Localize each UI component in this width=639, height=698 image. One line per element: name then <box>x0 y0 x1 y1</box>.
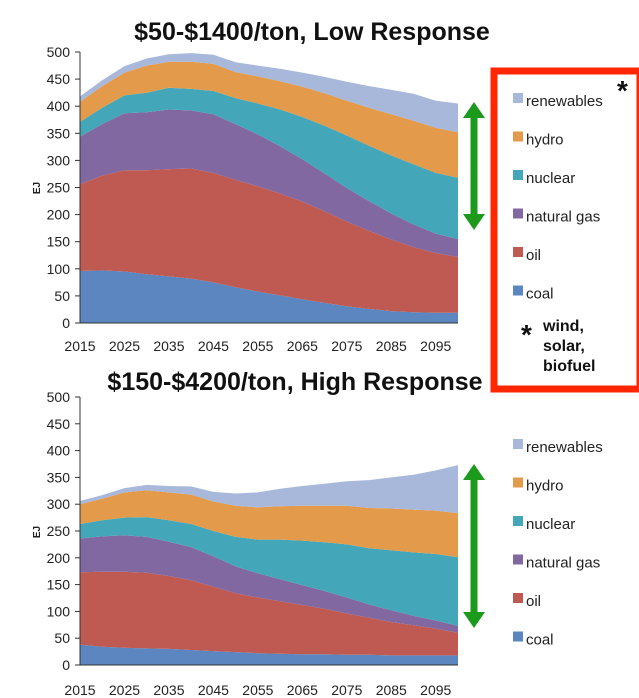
range-arrows <box>463 102 485 628</box>
legend-label-oil: oil <box>526 247 541 264</box>
area-renewables <box>80 53 458 133</box>
legend-swatch-hydro <box>513 477 523 488</box>
y-tick-label: 400 <box>47 443 71 459</box>
area-coal <box>80 644 458 665</box>
legend-swatch-natural-gas <box>513 554 523 565</box>
x-tick-label: 2095 <box>420 682 451 698</box>
legend-swatch-oil <box>513 593 523 603</box>
area-oil <box>80 168 458 313</box>
legend-label-renewables: renewables <box>526 439 603 456</box>
legend-label-hydro: hydro <box>526 478 564 495</box>
x-tick-label: 2055 <box>242 338 273 354</box>
x-tick-label: 2065 <box>287 682 318 698</box>
area-hydro <box>80 490 458 558</box>
legend-swatch-hydro <box>513 131 523 142</box>
legend-label-natural-gas: natural gas <box>526 209 600 226</box>
legend-swatch-renewables <box>513 93 523 103</box>
arrow-head-up <box>463 102 485 118</box>
y-tick-label: 200 <box>47 550 71 566</box>
legend-label-coal: coal <box>526 632 554 649</box>
arrow-head-down <box>463 612 485 628</box>
chart-high-response: 0 50 100 150 200 250 300 350 400 450 500 2015 2025 20… <box>32 368 483 698</box>
arrow-head-up <box>463 464 485 480</box>
area-nuclear <box>80 87 458 239</box>
chart-title: $150-$4200/ton, High Response <box>107 368 482 396</box>
y-axis-label: EJ <box>32 182 43 194</box>
x-tick-label: 2065 <box>287 338 318 354</box>
y-tick-label: 100 <box>47 603 71 619</box>
legend-swatch-coal <box>513 285 523 296</box>
legend-top: renewables hydro nuclear natural gas oil coal <box>513 93 603 303</box>
y-tick-label: 150 <box>47 234 71 250</box>
arrow-head-down <box>463 214 485 230</box>
legend-label-hydro: hydro <box>526 132 564 149</box>
callout-border <box>490 67 639 393</box>
x-tick-label: 2085 <box>376 338 407 354</box>
legend-swatch-coal <box>513 631 523 642</box>
x-tick-label: 2015 <box>64 682 95 698</box>
callout-star: * <box>617 75 628 106</box>
legend-label-renewables: renewables <box>526 93 603 110</box>
y-axis-label: EJ <box>32 526 43 538</box>
renewables-callout: * * wind, solar, biofuel <box>490 67 639 393</box>
callout-note-line: solar, <box>543 338 585 355</box>
x-tick-label: 2075 <box>331 682 362 698</box>
legend-swatch-natural-gas <box>513 208 523 219</box>
area-renewables <box>80 465 458 514</box>
legend-label-oil: oil <box>526 593 541 610</box>
legend-swatch-oil <box>513 247 523 257</box>
chart-title: $50-$1400/ton, Low Response <box>134 18 490 46</box>
y-tick-label: 500 <box>47 44 71 60</box>
range-arrow-bottom <box>463 464 485 628</box>
y-tick-label: 450 <box>47 71 71 87</box>
range-arrow-top <box>463 102 485 230</box>
area-natural-gas <box>80 109 458 257</box>
x-tick-label: 2035 <box>153 338 184 354</box>
area-oil <box>80 571 458 656</box>
legend-label-natural-gas: natural gas <box>526 555 600 572</box>
callout-note-line: wind, <box>542 318 584 335</box>
x-tick-label: 2025 <box>109 338 140 354</box>
area-natural-gas <box>80 535 458 633</box>
y-tick-label: 50 <box>54 630 70 646</box>
area-coal <box>80 270 458 323</box>
callout-note-line: biofuel <box>543 358 595 375</box>
callout-note-star: * <box>521 319 532 350</box>
y-tick-label: 500 <box>47 389 71 405</box>
y-tick-label: 0 <box>62 315 70 331</box>
area-hydro <box>80 61 458 178</box>
y-tick-label: 50 <box>54 288 70 304</box>
y-tick-label: 250 <box>47 180 71 196</box>
x-tick-label: 2075 <box>331 338 362 354</box>
y-tick-label: 150 <box>47 577 71 593</box>
legend-label-nuclear: nuclear <box>526 170 575 187</box>
legend-label-coal: coal <box>526 286 554 303</box>
y-tick-label: 250 <box>47 523 71 539</box>
legend-swatch-nuclear <box>513 516 523 526</box>
x-tick-label: 2085 <box>376 682 407 698</box>
x-tick-label: 2095 <box>420 338 451 354</box>
y-tick-label: 300 <box>47 152 71 168</box>
area-nuclear <box>80 517 458 626</box>
y-tick-label: 400 <box>47 98 71 114</box>
legend-label-nuclear: nuclear <box>526 516 575 533</box>
y-tick-label: 350 <box>47 469 71 485</box>
y-tick-label: 450 <box>47 416 71 432</box>
y-tick-label: 200 <box>47 207 71 223</box>
y-tick-label: 300 <box>47 496 71 512</box>
y-tick-label: 100 <box>47 261 71 277</box>
x-tick-label: 2025 <box>109 682 140 698</box>
legend-bottom: renewables hydro nuclear natural gas oil coal <box>513 439 603 649</box>
x-tick-label: 2055 <box>242 682 273 698</box>
x-tick-label: 2045 <box>198 338 229 354</box>
y-tick-label: 0 <box>62 657 70 673</box>
x-tick-label: 2035 <box>153 682 184 698</box>
legend-swatch-renewables <box>513 439 523 449</box>
chart-low-response: 0 50 100 150 200 250 300 350 400 450 500 2015 2025 20… <box>32 18 490 354</box>
x-tick-label: 2045 <box>198 682 229 698</box>
legend-swatch-nuclear <box>513 170 523 180</box>
y-tick-label: 350 <box>47 125 71 141</box>
x-tick-label: 2015 <box>64 338 95 354</box>
